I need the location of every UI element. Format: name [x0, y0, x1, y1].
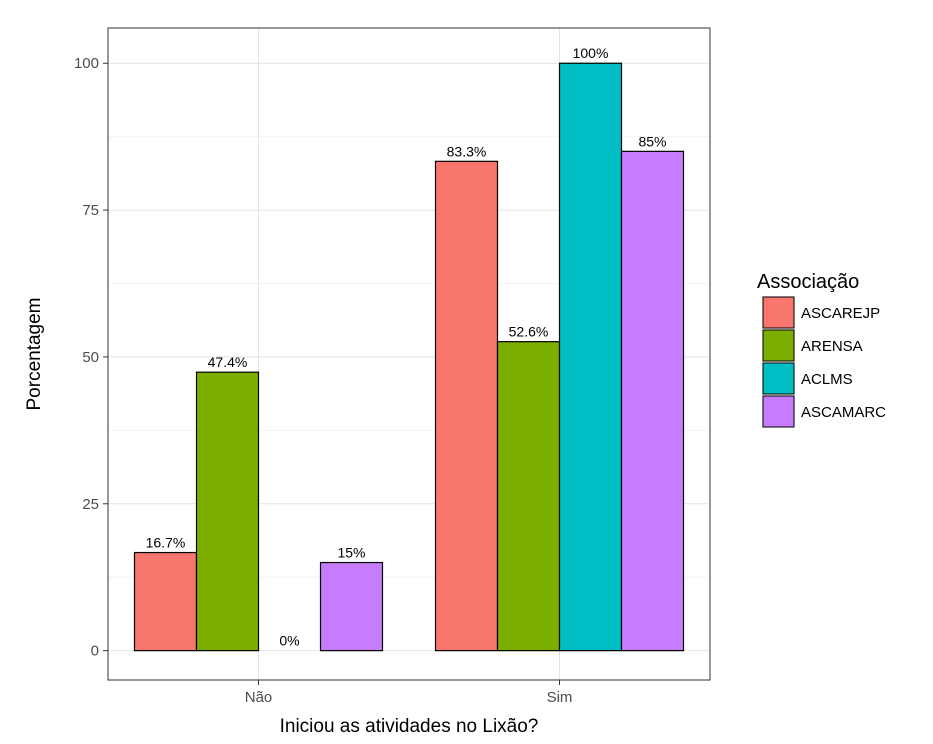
legend-key-aclms: [762, 362, 795, 395]
bar-arensa-1: [496, 341, 561, 652]
bar-ascamarc-0: [319, 561, 384, 652]
axes: 0 25 50 75 100 Não Sim: [74, 55, 572, 706]
x-tick-label: Sim: [547, 689, 573, 706]
bar-value-label: 52.6%: [509, 324, 549, 340]
y-axis-title: Porcentagem: [24, 297, 45, 410]
legend-label-ascarejp: ASCAREJP: [801, 305, 880, 322]
bar-arensa-0: [195, 371, 260, 652]
y-tick-label: 50: [82, 349, 99, 366]
legend-label-arensa: ARENSA: [801, 338, 863, 355]
legend-label-ascamarc: ASCAMARC: [801, 404, 886, 421]
bar-ascarejp-0: [133, 551, 198, 652]
legend-title: Associação: [757, 271, 859, 293]
panel-border: [107, 27, 711, 681]
bar-value-label: 15%: [337, 545, 365, 561]
bar-value-label: 83.3%: [447, 143, 487, 159]
legend: Associação ASCAREJP ARENSA ACLMS ASCAMARC: [757, 271, 886, 428]
y-tick-label: 75: [82, 202, 99, 219]
x-tick-label: Não: [245, 689, 273, 706]
legend-key-ascarejp: [762, 296, 795, 329]
bar-value-label: 85%: [638, 133, 666, 149]
bar-labels: 16.7% 47.4% 0% 15% 83.3% 52.6% 100% 85%: [146, 45, 667, 648]
y-tick-label: 100: [74, 55, 99, 72]
bar-ascamarc-1: [620, 150, 685, 652]
bar-aclms-1: [558, 62, 623, 652]
bar-ascarejp-1: [434, 160, 499, 652]
legend-key-arensa: [762, 329, 795, 362]
bar-value-label: 47.4%: [208, 354, 248, 370]
bar-value-label: 0%: [279, 633, 299, 649]
y-tick-label: 25: [82, 496, 99, 513]
bars: [133, 62, 685, 652]
x-axis-title: Iniciou as atividades no Lixão?: [280, 716, 539, 737]
legend-label-aclms: ACLMS: [801, 371, 853, 388]
y-tick-label: 0: [91, 643, 99, 660]
bar-value-label: 100%: [573, 45, 609, 61]
legend-key-ascamarc: [762, 395, 795, 428]
legend-items: ASCAREJP ARENSA ACLMS ASCAMARC: [762, 296, 886, 428]
bar-value-label: 16.7%: [146, 535, 186, 551]
